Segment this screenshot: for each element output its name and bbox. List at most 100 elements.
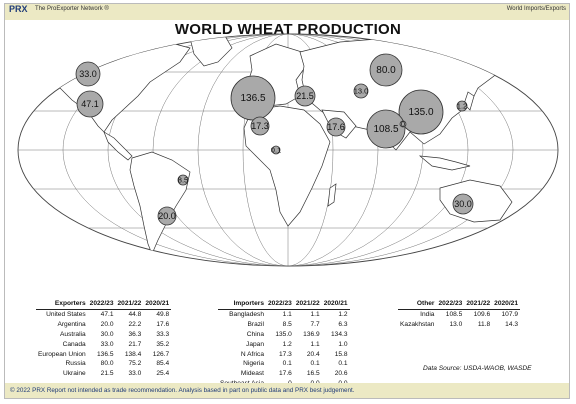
bubble-value-label: 21.5 <box>296 91 314 101</box>
row-value: 11.8 <box>477 320 491 328</box>
table-row: Nigeria 0.1 0.1 0.1 <box>218 359 350 369</box>
row-value: 15.8 <box>334 350 348 358</box>
network-name: The ProExporter Network ® <box>35 6 109 12</box>
row-value: 85.4 <box>156 360 170 368</box>
bubble-value-label: 135.0 <box>408 107 433 118</box>
row-value: 107.9 <box>501 310 518 318</box>
exporters-table: Exporters 2022/23 2021/22 2020/21 United… <box>36 299 172 379</box>
production-bubble <box>177 174 189 186</box>
data-source: Data Source: USDA-WAOB, WASDE <box>423 365 532 372</box>
row-value: 20.0 <box>100 320 114 328</box>
other-body: India 108.5 109.6 107.9 Kazakhstan 13.0 11.8 14… <box>398 309 520 329</box>
bubble-value-label: 0 <box>401 119 405 128</box>
row-label: Bangladesh <box>229 310 264 318</box>
row-value: 0.1 <box>282 360 292 368</box>
production-bubble <box>76 90 104 118</box>
row-value: 49.8 <box>156 310 170 318</box>
table-row: India 108.5 109.6 107.9 <box>398 309 520 319</box>
row-value: 25.4 <box>156 370 170 378</box>
row-label: Australia <box>60 330 86 338</box>
year-header: 2021/22 <box>464 299 493 310</box>
row-value: 35.2 <box>156 340 170 348</box>
production-bubble <box>399 120 407 128</box>
row-value: 1.0 <box>338 340 348 348</box>
row-label: China <box>246 330 264 338</box>
table-row: Ukraine 21.5 33.0 25.4 <box>36 369 171 379</box>
row-value: 6.3 <box>338 320 348 328</box>
row-value: 17.6 <box>279 370 292 378</box>
row-value: 30.0 <box>100 330 114 338</box>
production-bubble <box>452 193 474 215</box>
row-value: 13.0 <box>449 320 463 328</box>
madagascar-shape <box>327 183 337 207</box>
table-row: Bangladesh 1.1 1.1 1.2 <box>218 309 350 319</box>
central-america-shape <box>103 131 133 161</box>
row-value: 20.4 <box>306 350 320 358</box>
table-row: Canada 33.0 21.7 35.2 <box>36 340 171 350</box>
row-value: 33.0 <box>100 340 114 348</box>
row-value: 108.5 <box>445 310 463 318</box>
south-america-shape <box>129 151 191 255</box>
row-label: Kazakhstan <box>400 320 435 328</box>
row-value: 8.5 <box>282 320 292 328</box>
importers-table: Importers 2022/23 2021/22 2020/21 Bangla… <box>218 299 350 389</box>
table-row: Argentina 20.0 22.2 17.6 <box>36 320 171 330</box>
other-header: Other <box>398 299 437 310</box>
row-value: 135.0 <box>275 330 292 338</box>
production-bubble <box>250 116 270 136</box>
row-label: Japan <box>246 340 264 348</box>
production-bubble <box>366 109 406 149</box>
row-value: 138.4 <box>124 350 142 358</box>
row-value: 136.9 <box>303 330 320 338</box>
row-label: Ukraine <box>62 370 86 378</box>
section-name: World Imports/Exports <box>506 6 566 12</box>
row-value: 80.0 <box>100 360 114 368</box>
year-header: 2020/21 <box>492 299 520 310</box>
row-value: 20.6 <box>334 370 348 378</box>
row-value: 21.5 <box>100 370 114 378</box>
row-value: 44.8 <box>128 310 142 318</box>
table-row: Kazakhstan 13.0 11.8 14.3 <box>398 320 520 330</box>
year-header: 2020/21 <box>143 299 172 310</box>
row-label: India <box>420 310 435 318</box>
bubble-value-label: 17.6 <box>327 122 345 132</box>
header-bar <box>5 4 569 20</box>
bubble-value-label: 33.0 <box>79 69 97 79</box>
bubble-value-label: 1.2 <box>457 101 467 110</box>
bubble-value-label: 8.5 <box>178 175 188 184</box>
production-bubble <box>75 61 101 87</box>
row-value: 17.6 <box>156 320 170 328</box>
production-bubble <box>456 100 468 112</box>
row-value: 1.2 <box>338 310 348 318</box>
row-label: Canada <box>62 340 86 348</box>
row-value: 1.1 <box>282 310 292 318</box>
production-bubble <box>369 53 403 87</box>
production-bubbles: 33.0 47.1 136.5 21.5 80.0 13.0 135.0 108.5 1.2 17… <box>75 53 474 226</box>
bubble-value-label: 108.5 <box>373 124 398 135</box>
exporters-header: Exporters <box>36 299 88 310</box>
row-value: 36.3 <box>128 330 142 338</box>
table-row: United States 47.1 44.8 49.8 <box>36 309 171 319</box>
row-value: 17.3 <box>279 350 292 358</box>
bubble-value-label: 30.0 <box>454 199 472 209</box>
africa-shape <box>243 105 331 227</box>
importers-header: Importers <box>218 299 266 310</box>
row-value: 16.5 <box>306 370 320 378</box>
production-bubble <box>326 117 346 137</box>
row-label: United States <box>46 310 86 318</box>
row-label: Brazil <box>247 320 265 328</box>
row-value: 75.2 <box>128 360 142 368</box>
indonesia-shape <box>418 155 471 171</box>
row-value: 126.7 <box>152 350 170 358</box>
table-row: Japan 1.2 1.1 1.0 <box>218 340 350 350</box>
bubble-value-label: 136.5 <box>240 93 265 104</box>
bubble-value-label: 80.0 <box>376 65 396 76</box>
year-header: 2022/23 <box>266 299 294 310</box>
bubble-value-label: 17.3 <box>251 121 269 131</box>
production-bubble <box>398 89 444 135</box>
row-value: 33.3 <box>156 330 170 338</box>
table-row: China 135.0 136.9 134.3 <box>218 330 350 340</box>
bubble-value-label: 0.1 <box>271 145 281 154</box>
production-bubble <box>294 85 316 107</box>
